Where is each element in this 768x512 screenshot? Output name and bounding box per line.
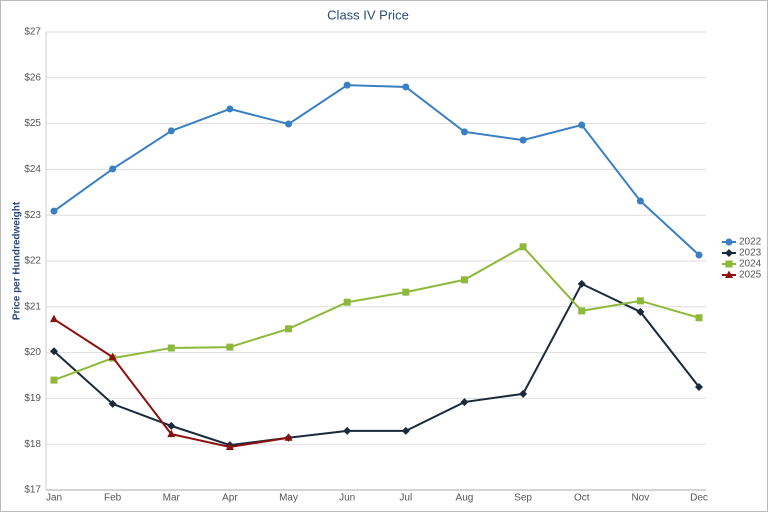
point — [636, 197, 644, 205]
point — [50, 376, 58, 384]
y-tick-label: $17 — [24, 485, 41, 496]
point — [725, 270, 733, 278]
point — [167, 344, 175, 352]
point — [725, 238, 733, 246]
point — [226, 105, 234, 113]
point — [108, 399, 117, 408]
point — [460, 398, 469, 407]
point — [167, 429, 176, 438]
x-tick-label: Jun — [339, 493, 355, 504]
point — [725, 260, 733, 268]
point — [460, 276, 468, 284]
y-tick-label: $25 — [24, 118, 41, 129]
point — [285, 325, 293, 333]
y-tick-label: $22 — [24, 256, 41, 267]
point — [167, 421, 176, 430]
series-line — [53, 245, 700, 382]
y-tick-label: $18 — [24, 439, 41, 450]
legend-label: 2024 — [739, 259, 762, 270]
legend-label: 2023 — [739, 248, 762, 259]
point — [402, 288, 410, 296]
point — [401, 426, 410, 435]
point — [109, 165, 117, 173]
point — [578, 307, 586, 315]
x-tick-label: Mar — [163, 493, 181, 504]
x-tick-label: Feb — [104, 493, 122, 504]
point — [402, 83, 410, 91]
y-tick-label: $19 — [24, 393, 41, 404]
x-tick-label: Sep — [514, 493, 532, 504]
point — [167, 127, 175, 135]
point — [578, 121, 586, 129]
point — [519, 389, 528, 398]
x-tick-label: Oct — [574, 493, 590, 504]
legend-label: 2022 — [739, 237, 762, 248]
legend-label: 2025 — [739, 270, 762, 281]
point — [50, 207, 58, 215]
chart-title: Class IV Price — [327, 7, 409, 22]
y-tick-label: $21 — [24, 301, 41, 312]
point — [343, 426, 352, 435]
point — [460, 128, 468, 136]
series-line — [53, 84, 700, 256]
x-tick-label: Jul — [399, 493, 412, 504]
y-axis-label: Price per Hundredweight — [12, 201, 23, 320]
x-tick-label: Dec — [690, 493, 708, 504]
point — [725, 249, 733, 257]
y-tick-label: $23 — [24, 210, 41, 221]
x-tick-label: Apr — [222, 493, 238, 504]
x-tick-label: Aug — [456, 493, 474, 504]
y-tick-label: $20 — [24, 347, 41, 358]
point — [695, 382, 703, 391]
point — [577, 279, 586, 288]
point — [695, 314, 703, 322]
point — [285, 120, 293, 128]
point — [636, 297, 644, 305]
x-tick-label: Jan — [46, 493, 62, 504]
point — [695, 251, 703, 259]
point — [225, 442, 234, 450]
point — [50, 347, 58, 356]
y-tick-label: $27 — [24, 27, 41, 38]
point — [343, 81, 351, 89]
point — [519, 136, 527, 144]
point — [108, 352, 117, 361]
point — [226, 343, 234, 351]
x-tick-label: Nov — [631, 493, 649, 504]
y-tick-label: $24 — [24, 164, 41, 175]
point — [519, 243, 527, 251]
point — [636, 307, 645, 316]
x-tick-label: May — [279, 493, 298, 504]
point — [343, 298, 351, 306]
point — [50, 314, 58, 323]
y-tick-label: $26 — [24, 72, 41, 83]
point — [284, 433, 293, 441]
